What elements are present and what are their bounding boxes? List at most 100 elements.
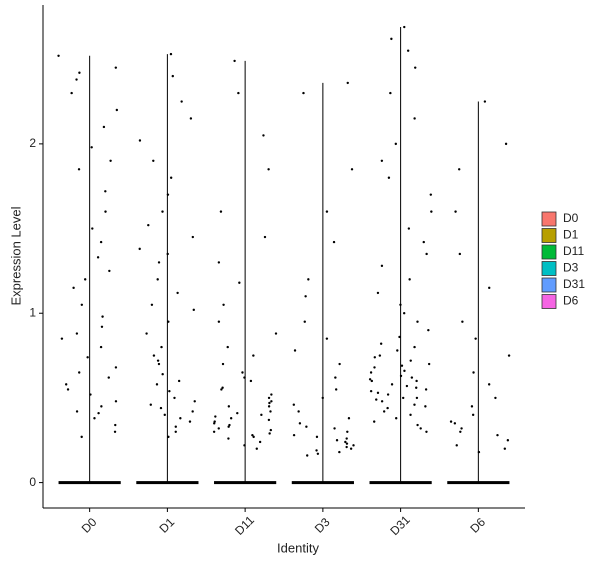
point: [267, 396, 271, 400]
point: [102, 125, 106, 129]
point: [316, 452, 320, 456]
point: [302, 91, 305, 95]
point: [220, 388, 223, 391]
point: [373, 356, 376, 359]
point: [227, 405, 231, 408]
zero-points: [214, 481, 277, 485]
point: [321, 396, 324, 400]
point: [398, 335, 401, 339]
point: [156, 359, 160, 362]
point: [346, 430, 349, 433]
point: [241, 371, 244, 374]
legend-label: D0: [563, 211, 579, 225]
point: [83, 278, 87, 281]
point: [64, 383, 68, 386]
point: [213, 422, 216, 425]
point: [260, 413, 263, 417]
point: [416, 423, 419, 427]
point: [176, 291, 179, 295]
point: [315, 435, 319, 439]
point: [460, 427, 463, 430]
point: [325, 337, 329, 340]
point: [177, 379, 181, 383]
point: [399, 303, 402, 306]
point: [267, 418, 271, 422]
point: [221, 362, 225, 366]
x-tick-label: D11: [232, 513, 257, 538]
point: [114, 366, 118, 369]
point: [459, 430, 462, 433]
point: [413, 117, 416, 120]
legend-key: [541, 277, 557, 293]
point: [193, 400, 196, 403]
point: [113, 430, 117, 433]
legend-label: D31: [563, 277, 585, 291]
point: [229, 417, 233, 420]
point: [255, 447, 258, 450]
point: [386, 406, 389, 410]
point: [108, 269, 111, 273]
point: [380, 400, 384, 403]
point: [424, 405, 427, 408]
x-tick-label: D6: [467, 515, 488, 536]
x-tick-label: D3: [312, 515, 333, 536]
point: [168, 389, 171, 393]
point: [403, 369, 406, 373]
point: [191, 410, 194, 413]
point: [270, 400, 273, 403]
point: [369, 389, 373, 393]
point: [390, 37, 393, 41]
point: [173, 396, 176, 400]
point: [334, 388, 338, 391]
point: [416, 320, 419, 323]
point: [150, 303, 154, 306]
point: [507, 354, 511, 357]
point: [238, 281, 241, 284]
legend-key: [541, 261, 557, 276]
x-axis-label: Identity: [277, 540, 319, 555]
point: [91, 227, 94, 230]
point: [114, 66, 118, 69]
legend-key: [541, 244, 557, 260]
point: [403, 25, 406, 29]
point: [503, 447, 507, 450]
point: [395, 417, 398, 420]
point: [307, 278, 310, 281]
point: [496, 433, 499, 437]
point: [424, 388, 428, 391]
point: [458, 252, 462, 256]
point: [506, 439, 510, 442]
point: [408, 278, 411, 281]
point: [169, 176, 173, 179]
point: [161, 373, 164, 376]
zero-points: [58, 481, 121, 485]
point: [174, 430, 177, 433]
point: [422, 240, 425, 244]
point: [214, 415, 217, 418]
point: [405, 384, 409, 388]
point: [487, 383, 491, 386]
point: [332, 240, 336, 244]
point: [413, 345, 416, 349]
point: [352, 444, 355, 447]
point: [376, 291, 380, 295]
point: [409, 413, 412, 417]
legend-label: D11: [563, 244, 584, 258]
point: [149, 403, 152, 406]
point: [263, 235, 267, 239]
point: [157, 261, 161, 264]
point: [373, 420, 376, 423]
point: [380, 159, 384, 163]
legend-label: D6: [563, 294, 579, 308]
point: [387, 176, 391, 179]
point: [192, 308, 195, 312]
point: [89, 393, 92, 396]
point: [315, 449, 318, 452]
point: [270, 393, 273, 396]
point: [453, 422, 457, 425]
point: [99, 345, 103, 349]
point: [227, 425, 230, 428]
point: [174, 425, 177, 428]
point: [78, 371, 81, 374]
